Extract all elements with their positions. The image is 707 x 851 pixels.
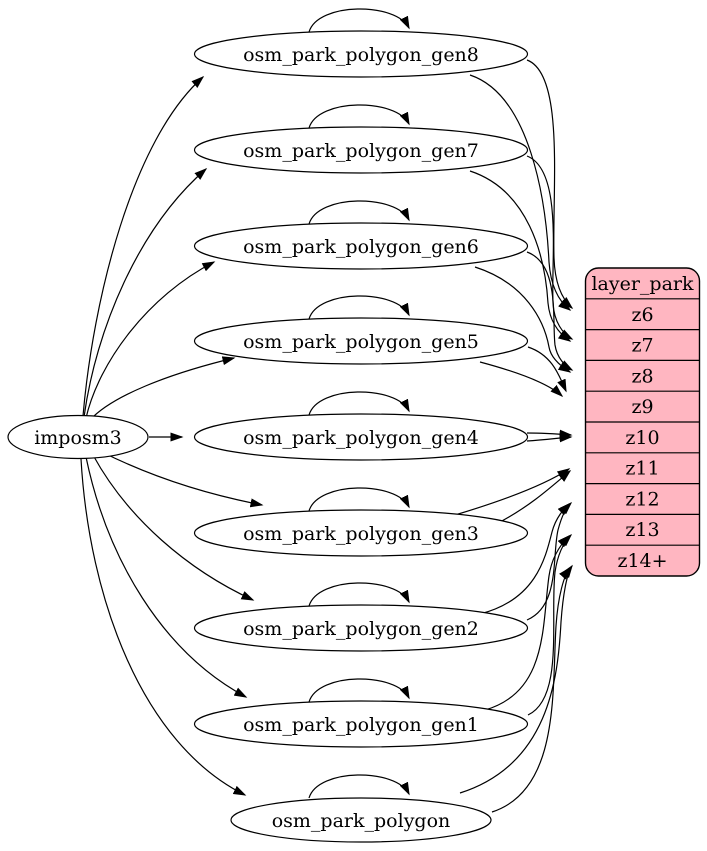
gen5-label: osm_park_polygon_gen5 xyxy=(243,331,479,353)
self-loop-gen5 xyxy=(308,295,410,320)
zoom-row-z8: z8 xyxy=(631,366,653,388)
node-osm-park-polygon: osm_park_polygon xyxy=(230,797,492,843)
edge-gen6-z8-b xyxy=(474,266,572,373)
node-osm-park-polygon-gen6: osm_park_polygon_gen6 xyxy=(193,222,529,270)
layer-park-title: layer_park xyxy=(591,273,694,295)
gen5-ellipse xyxy=(193,317,529,365)
edge-gen4-z10-b xyxy=(526,433,573,443)
node-osm-park-polygon-gen4: osm_park_polygon_gen4 xyxy=(193,413,529,461)
edge-imposm3-gen2 xyxy=(92,454,255,601)
edge-imposm3-gen7 xyxy=(83,168,208,418)
self-loop-gen7 xyxy=(308,104,410,129)
zoom-row-z9: z9 xyxy=(631,396,653,418)
zoom-row-z7: z7 xyxy=(631,335,653,357)
self-loop-polygon xyxy=(308,774,410,799)
self-loop-gen1 xyxy=(308,678,410,703)
node-osm-park-polygon-gen7: osm_park_polygon_gen7 xyxy=(193,126,529,174)
gen6-label: osm_park_polygon_gen6 xyxy=(243,236,479,258)
polygon-ellipse xyxy=(230,797,492,843)
imposm3-ellipse xyxy=(7,414,149,460)
self-loop-gen2 xyxy=(308,582,410,607)
polygon-label: osm_park_polygon xyxy=(272,810,451,832)
edge-gen5-z9-b xyxy=(479,361,564,398)
zoom-row-z6: z6 xyxy=(631,304,653,326)
gen4-label: osm_park_polygon_gen4 xyxy=(243,427,479,449)
edge-gen7-z7-a xyxy=(526,155,574,340)
edge-gen7-z7-b xyxy=(469,170,572,342)
node-osm-park-polygon-gen2: osm_park_polygon_gen2 xyxy=(193,604,529,652)
edge-imposm3-gen8 xyxy=(82,76,205,417)
gen7-label: osm_park_polygon_gen7 xyxy=(243,140,479,162)
edge-gen8-z6-a xyxy=(526,59,574,309)
node-osm-park-polygon-gen5: osm_park_polygon_gen5 xyxy=(193,317,529,365)
edge-gen8-z6-b xyxy=(469,74,572,311)
zoom-row-z12: z12 xyxy=(625,489,659,511)
gen8-ellipse xyxy=(193,30,529,78)
zoom-row-z14plus: z14+ xyxy=(617,550,667,572)
edge-imposm3-gen1 xyxy=(85,456,248,698)
edge-gen5-z9-a xyxy=(527,346,567,393)
zoom-row-z13: z13 xyxy=(625,519,659,541)
edge-gen2-z12-b xyxy=(479,502,571,615)
gen3-ellipse xyxy=(193,509,529,557)
edge-polygon-z14-b xyxy=(491,566,571,813)
self-loops xyxy=(308,8,410,799)
self-loop-gen3 xyxy=(308,487,410,512)
gen6-ellipse xyxy=(193,222,529,270)
gen3-label: osm_park_polygon_gen3 xyxy=(243,523,479,545)
node-osm-park-polygon-gen8: osm_park_polygon_gen8 xyxy=(193,30,529,78)
gen7-ellipse xyxy=(193,126,529,174)
gen2-label: osm_park_polygon_gen2 xyxy=(243,618,479,640)
edge-imposm3-polygon xyxy=(80,458,247,796)
zoom-row-z11: z11 xyxy=(625,458,659,480)
self-loop-gen6 xyxy=(308,200,410,225)
gen2-ellipse xyxy=(193,604,529,652)
edge-gen4-z10-a xyxy=(526,429,573,439)
node-osm-park-polygon-gen1: osm_park_polygon_gen1 xyxy=(193,700,529,748)
zoom-row-z10: z10 xyxy=(625,427,659,449)
imposm3-label: imposm3 xyxy=(34,427,122,449)
self-loop-gen4 xyxy=(308,391,410,416)
node-osm-park-polygon-gen3: osm_park_polygon_gen3 xyxy=(193,509,529,557)
edge-gen2-z12-a xyxy=(526,501,573,621)
edge-imposm3-gen5 xyxy=(89,356,236,421)
edge-gen1-z13-b xyxy=(484,534,571,711)
edge-imposm3-gen6 xyxy=(85,261,216,419)
edge-gen1-z13-a xyxy=(527,533,573,716)
gen8-label: osm_park_polygon_gen8 xyxy=(243,44,479,66)
edges-from-source xyxy=(80,76,264,796)
edges-to-layer xyxy=(454,59,574,813)
gen4-ellipse xyxy=(193,413,529,461)
edge-imposm3-gen3 xyxy=(101,451,264,508)
edge-polygon-z14-a xyxy=(459,564,573,794)
self-loop-gen8 xyxy=(308,8,410,33)
gen1-label: osm_park_polygon_gen1 xyxy=(243,714,479,736)
edge-gen3-z11-b xyxy=(454,468,571,516)
gen1-ellipse xyxy=(193,700,529,748)
node-imposm3: imposm3 xyxy=(7,414,149,460)
layer-park-record: layer_park z6 z7 z8 z9 z10 z11 z12 z13 z… xyxy=(584,267,701,577)
